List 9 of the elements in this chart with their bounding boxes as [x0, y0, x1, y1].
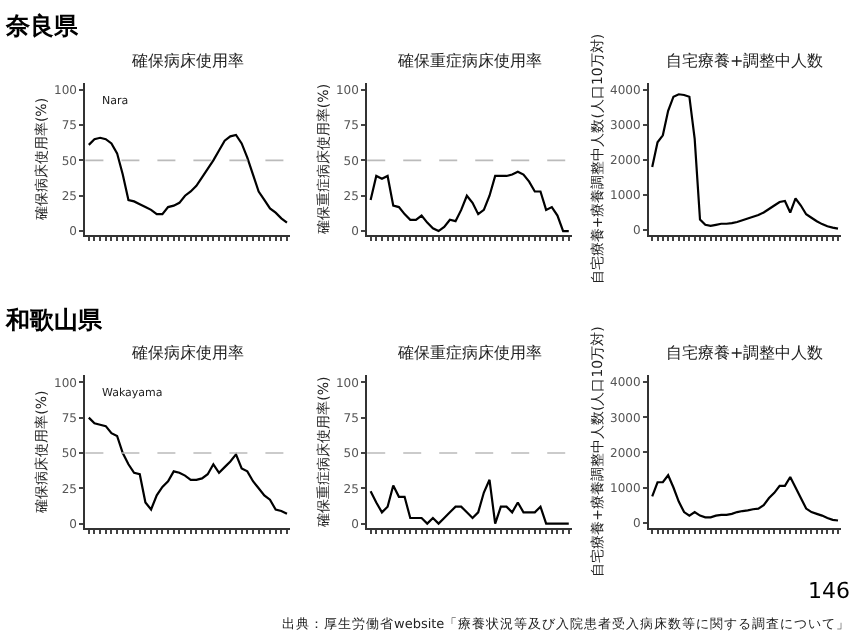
chart-title: 確保重症病床使用率	[396, 52, 542, 70]
chart-title: 自宅療養+調整中人数	[666, 52, 824, 70]
chart-title: 確保病床使用率	[130, 344, 244, 362]
text: 和歌山県	[4, 306, 104, 334]
text: 奈良県	[4, 12, 80, 40]
chart-title: 確保病床使用率	[130, 52, 244, 70]
chart-title: 自宅療養+調整中人数	[666, 344, 824, 362]
text: 146	[808, 578, 850, 604]
chart-title: 確保重症病床使用率	[396, 344, 542, 362]
